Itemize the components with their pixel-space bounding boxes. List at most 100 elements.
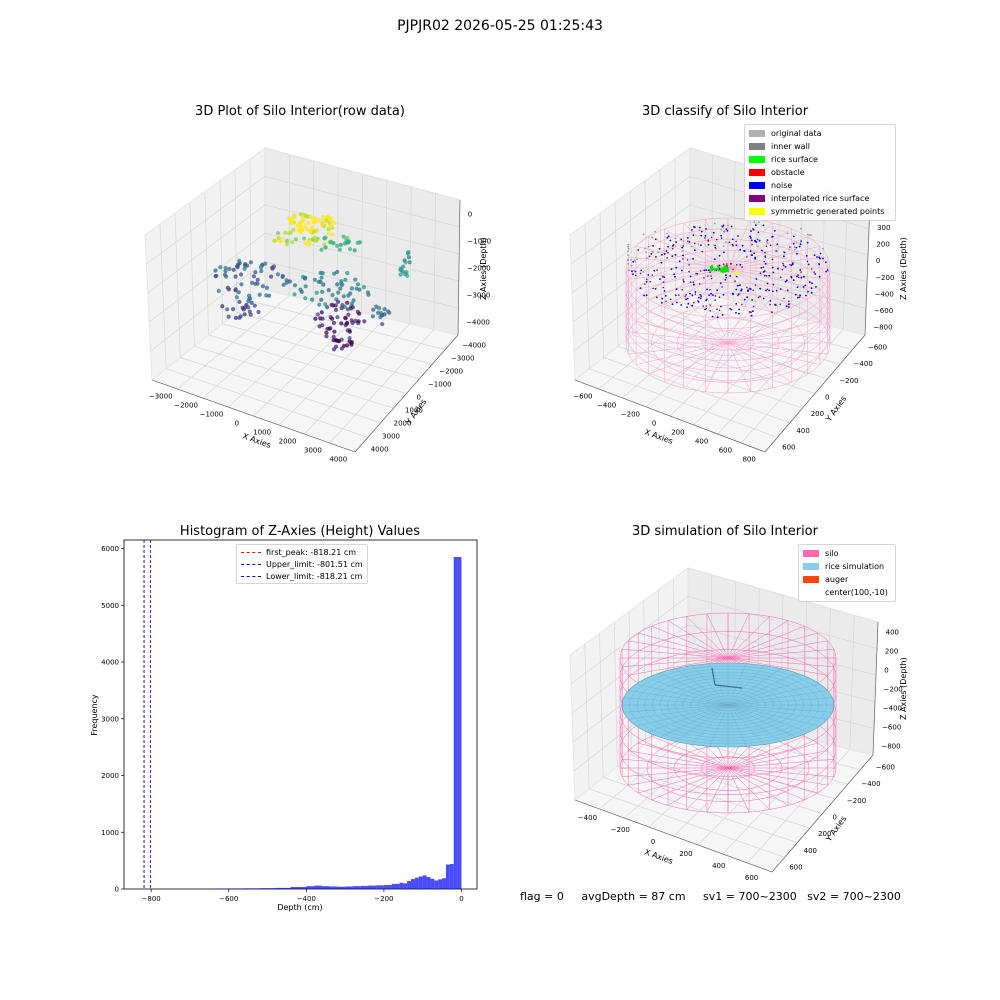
x-tick-label: 1000 bbox=[253, 429, 271, 437]
data-point bbox=[349, 342, 354, 347]
data-point bbox=[406, 250, 411, 255]
interpolated-point bbox=[714, 299, 716, 301]
inner-wall-point bbox=[713, 222, 716, 225]
grid-line bbox=[599, 633, 604, 778]
legend-label: obstacle bbox=[771, 168, 805, 177]
data-point bbox=[290, 240, 295, 245]
histogram-bar bbox=[376, 885, 384, 889]
data-point bbox=[332, 329, 337, 334]
noise-point bbox=[662, 275, 664, 278]
noise-point bbox=[738, 308, 740, 311]
y-tick-label: −200 bbox=[839, 377, 858, 385]
noise-point bbox=[669, 239, 672, 242]
noise-point bbox=[694, 291, 697, 293]
rice-mesh-spoke bbox=[727, 683, 820, 706]
y-tick-label: 400 bbox=[796, 427, 809, 435]
noise-point bbox=[794, 293, 797, 296]
silo-roof-spoke bbox=[727, 267, 792, 308]
interpolated-point bbox=[709, 289, 711, 291]
grid-line bbox=[189, 202, 195, 347]
y-tick-label: 0 bbox=[825, 394, 829, 402]
noise-point bbox=[784, 265, 787, 268]
inner-wall-point bbox=[655, 238, 658, 240]
interpolated-point bbox=[732, 245, 734, 247]
simulation-z-axis-label: Z Axies (Depth) bbox=[899, 657, 908, 720]
noise-point bbox=[713, 258, 716, 261]
interpolated-point bbox=[663, 276, 666, 278]
data-point bbox=[319, 310, 324, 315]
z-tick-label: −600 bbox=[882, 724, 901, 732]
silo-roof-spoke bbox=[628, 657, 729, 676]
simulation-3d-plot[interactable]: −400−20002004006006004002000−200−400−600… bbox=[560, 550, 920, 890]
data-point bbox=[237, 299, 242, 304]
interpolated-point bbox=[672, 243, 675, 246]
interpolated-point bbox=[695, 272, 697, 275]
interpolated-point bbox=[699, 293, 701, 296]
z-tick-label: −800 bbox=[873, 324, 892, 332]
noise-point bbox=[671, 255, 674, 258]
data-point bbox=[316, 218, 321, 223]
inner-wall-point bbox=[722, 245, 725, 247]
data-point bbox=[260, 284, 266, 289]
noise-point bbox=[805, 255, 808, 257]
inner-wall-point bbox=[681, 250, 684, 252]
data-point bbox=[322, 236, 327, 241]
x-tick-label: −600 bbox=[573, 393, 592, 401]
x-tick-label: 200 bbox=[679, 850, 692, 858]
legend-item: interpolated rice surface bbox=[749, 192, 891, 205]
raw-3d-plot[interactable]: −3000−2000−10000100020003000400040003000… bbox=[130, 130, 491, 470]
legend-swatch bbox=[749, 156, 765, 163]
data-point bbox=[330, 232, 335, 237]
grid-line bbox=[722, 743, 828, 855]
data-point bbox=[334, 344, 339, 349]
noise-point bbox=[683, 280, 685, 283]
legend-item: center(100,-10) bbox=[803, 586, 891, 599]
data-point bbox=[406, 255, 411, 260]
silo-floor-ring bbox=[702, 330, 754, 356]
legend-swatch bbox=[803, 563, 819, 570]
noise-point bbox=[712, 294, 714, 296]
data-point bbox=[321, 282, 326, 287]
noise-point bbox=[743, 298, 746, 301]
interpolated-point bbox=[771, 258, 774, 261]
interpolated-point bbox=[754, 284, 757, 286]
inner-wall-point bbox=[800, 227, 802, 230]
histogram-chart[interactable]: −800 −600 −400 −200 0 0 1000 2000 3000 4000 5000 60… bbox=[0, 530, 500, 920]
noise-point bbox=[750, 237, 752, 239]
noise-point bbox=[699, 297, 702, 300]
noise-point bbox=[750, 311, 752, 314]
noise-point bbox=[771, 235, 774, 238]
noise-point bbox=[785, 305, 788, 307]
grid-line bbox=[571, 204, 691, 294]
noise-point bbox=[632, 260, 635, 263]
data-point bbox=[314, 290, 319, 295]
histogram-bar bbox=[275, 887, 291, 889]
interpolated-point bbox=[705, 307, 708, 310]
data-point bbox=[353, 277, 358, 282]
noise-point bbox=[725, 228, 728, 231]
noise-point bbox=[788, 303, 790, 306]
data-point bbox=[276, 236, 281, 241]
noise-point bbox=[730, 225, 733, 228]
rice-mesh-spoke bbox=[727, 704, 797, 738]
y-axis-line bbox=[764, 334, 866, 453]
noise-point bbox=[729, 275, 732, 277]
noise-point bbox=[741, 244, 744, 247]
noise-point bbox=[697, 296, 700, 299]
noise-point bbox=[737, 235, 739, 237]
noise-point bbox=[792, 242, 795, 245]
data-point bbox=[323, 245, 328, 250]
noise-point bbox=[700, 234, 703, 237]
silo-roof-spoke bbox=[648, 236, 729, 269]
rice-mesh-spoke bbox=[727, 690, 828, 706]
noise-point bbox=[645, 294, 648, 297]
noise-point bbox=[731, 238, 734, 241]
legend-item: rice simulation bbox=[803, 560, 891, 573]
rice-mesh-spoke bbox=[727, 677, 810, 706]
data-point bbox=[324, 334, 329, 339]
y-tick-label: 4000 bbox=[101, 659, 119, 667]
interpolated-point bbox=[649, 280, 651, 283]
noise-point bbox=[818, 275, 821, 278]
data-point bbox=[222, 272, 227, 277]
x-tick-label: −3000 bbox=[149, 393, 173, 401]
